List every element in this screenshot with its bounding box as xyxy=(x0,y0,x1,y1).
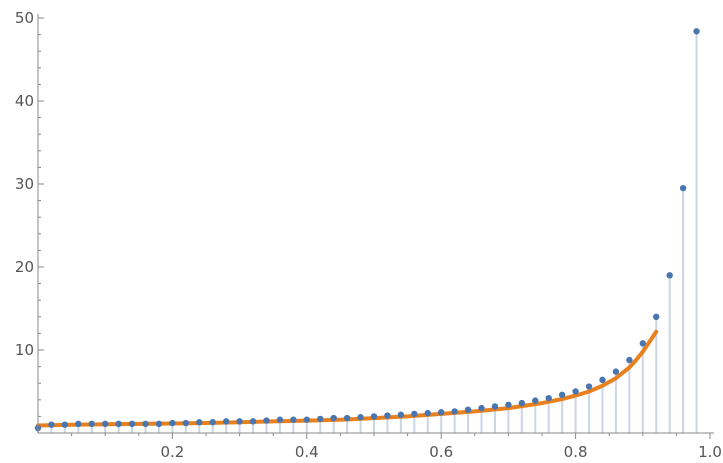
y-tick-label: 30 xyxy=(15,175,34,193)
data-point xyxy=(61,421,69,428)
data-point xyxy=(679,184,687,192)
y-tick-label: 20 xyxy=(15,258,34,276)
fit-layer xyxy=(36,329,659,428)
data-point xyxy=(357,414,364,421)
data-point xyxy=(370,413,378,420)
data-point xyxy=(411,410,418,418)
data-point xyxy=(612,368,620,375)
data-point xyxy=(330,414,337,422)
data-point xyxy=(384,412,391,419)
data-point xyxy=(317,415,324,423)
y-tick-label: 50 xyxy=(15,9,34,27)
data-point xyxy=(532,397,539,404)
data-point xyxy=(599,376,606,384)
data-point xyxy=(397,411,405,418)
data-point xyxy=(424,409,431,417)
data-point xyxy=(128,420,136,428)
data-point xyxy=(666,272,673,279)
data-point xyxy=(478,404,485,412)
data-point xyxy=(196,419,203,426)
y-tick-label: 10 xyxy=(15,341,34,359)
stems-layer xyxy=(37,31,698,433)
data-point xyxy=(626,356,633,364)
data-point xyxy=(290,416,297,423)
data-point xyxy=(438,409,445,416)
data-point xyxy=(115,420,122,428)
data-point xyxy=(236,418,243,425)
points-layer xyxy=(34,28,700,432)
x-tick-label: 0.8 xyxy=(564,443,588,461)
data-point xyxy=(545,394,552,402)
data-point xyxy=(693,28,700,35)
data-point xyxy=(155,420,163,428)
data-point xyxy=(142,420,149,428)
x-tick-label: 0.6 xyxy=(429,443,453,461)
x-tick-label: 1.0 xyxy=(698,443,722,461)
data-point xyxy=(48,421,55,428)
data-point xyxy=(182,419,190,427)
data-point xyxy=(249,418,257,425)
data-point xyxy=(653,313,660,320)
x-tick-label: 0.4 xyxy=(295,443,319,461)
data-point xyxy=(276,416,284,423)
data-point xyxy=(639,340,646,347)
data-point xyxy=(518,399,526,407)
data-point xyxy=(558,391,566,399)
data-point xyxy=(263,417,270,424)
data-point xyxy=(505,401,512,408)
data-point xyxy=(169,419,176,427)
data-point xyxy=(209,419,216,426)
axes xyxy=(37,14,714,439)
tick-labels: 0.2 0.4 0.6 0.8 1.0 10 20 30 40 50 xyxy=(15,9,722,461)
data-point xyxy=(451,408,458,415)
data-point xyxy=(303,416,310,423)
data-point xyxy=(88,420,95,428)
x-tick-label: 0.2 xyxy=(160,443,184,461)
data-point xyxy=(222,418,230,425)
fit-curve xyxy=(36,329,659,428)
data-point xyxy=(464,406,472,413)
data-point xyxy=(491,403,499,410)
data-point xyxy=(343,414,351,422)
data-point xyxy=(572,388,579,395)
data-point xyxy=(102,420,109,428)
data-point xyxy=(75,420,82,428)
data-point xyxy=(585,383,593,390)
y-tick-label: 40 xyxy=(15,92,34,110)
